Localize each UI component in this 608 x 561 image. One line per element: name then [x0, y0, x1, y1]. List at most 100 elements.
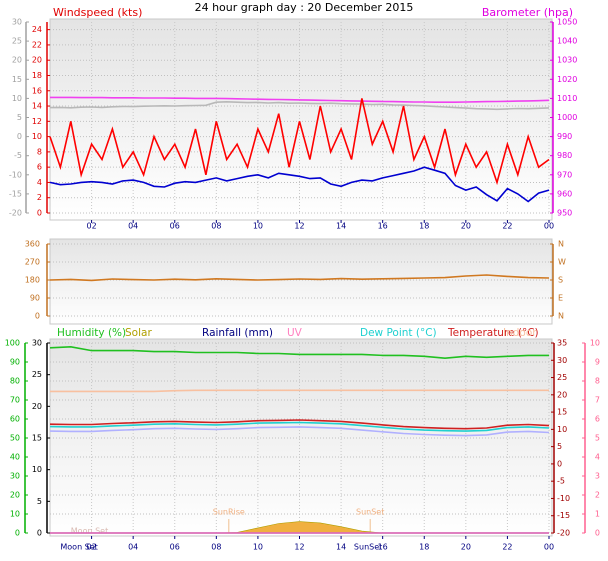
y-tick-label: 30: [557, 356, 567, 365]
legend-entry: Temperature (°C): [447, 327, 539, 339]
y-tick-label: 1030: [557, 56, 577, 65]
axis-title: Barometer (hpa): [482, 6, 573, 19]
y-tick-label: 5: [557, 442, 562, 451]
line: [50, 96, 550, 103]
x-tick-label: 06: [170, 222, 180, 231]
y-tick-label: 10: [32, 465, 42, 474]
y-tick-label: 4: [37, 178, 42, 187]
y-tick-label: -10: [9, 170, 22, 179]
y-tick-label: -20: [9, 209, 22, 218]
line: [49, 100, 550, 111]
line: [49, 274, 550, 282]
y-tick-label: 60: [10, 415, 20, 424]
axis-annotation: Moon Set: [60, 543, 97, 552]
x-tick-label: 08: [211, 222, 221, 231]
legend-entry: Rainfall (mm): [202, 327, 273, 339]
y-tick-label: 15: [557, 408, 567, 417]
y-tick-label: -5: [14, 151, 22, 160]
y-tick-label: 0: [17, 132, 22, 141]
line: [49, 345, 549, 360]
y-tick-label: -15: [9, 189, 22, 198]
annotation: Moon Set: [71, 527, 108, 536]
y-tick-label: 14: [32, 102, 42, 111]
y-tick-label: 5: [37, 497, 42, 506]
y-tick-label: 1040: [557, 37, 577, 46]
line: [49, 166, 550, 203]
y-tick-label: -20: [557, 529, 570, 538]
y-tick-label: 80: [10, 377, 20, 386]
y-tick-label: 9: [595, 358, 600, 367]
y-tick-label: 270: [25, 258, 40, 267]
y-tick-label: 10: [590, 339, 600, 348]
line: [50, 389, 549, 393]
y-tick-label: 2: [37, 193, 42, 202]
y-tick-label: 20: [557, 390, 567, 399]
y-tick-label: 90: [10, 358, 20, 367]
x-tick-label: 22: [502, 543, 512, 552]
x-tick-label: 04: [128, 222, 138, 231]
x-tick-label: 18: [419, 222, 429, 231]
axis-annotation: SunSet: [354, 543, 382, 552]
y-tick-label: 8: [595, 377, 600, 386]
x-tick-label: 16: [378, 222, 388, 231]
y-tick-label: 10: [10, 510, 20, 519]
y-tick-label: 1050: [557, 18, 577, 27]
x-tick-label: 18: [419, 543, 429, 552]
y-tick-label: 25: [12, 37, 22, 46]
y-tick-label: -10: [557, 494, 570, 503]
y-tick-label: 20: [32, 56, 42, 65]
line: [49, 421, 550, 432]
legend-entry: Humidity (%): [57, 327, 126, 339]
y-tick-label: 16: [32, 86, 42, 95]
y-tick-label: 20: [12, 56, 22, 65]
plot-background: [49, 18, 553, 221]
y-tick-label: 20: [10, 491, 20, 500]
y-tick-label: 10: [557, 425, 567, 434]
y-tick-label: 40: [10, 453, 20, 462]
y-tick-label: 10: [32, 132, 42, 141]
y-tick-label: 5: [17, 113, 22, 122]
y-tick-label: 990: [557, 132, 572, 141]
line: [49, 426, 550, 437]
x-tick-label: 20: [461, 222, 471, 231]
y-tick-label: E: [558, 294, 563, 303]
legend-entry: Indoor: [503, 327, 537, 339]
y-tick-label: 980: [557, 151, 572, 160]
y-tick-label: 30: [32, 339, 42, 348]
x-tick-label: 00: [544, 543, 554, 552]
axis-title: Windspeed (kts): [53, 6, 142, 19]
line: [49, 98, 550, 186]
legend-entry: Dew Point (°C): [360, 327, 437, 339]
x-tick-label: 02: [86, 543, 96, 552]
y-tick-label: 960: [557, 189, 572, 198]
plot-background: [49, 238, 553, 325]
y-tick-label: 1020: [557, 75, 577, 84]
x-tick-label: 00: [544, 222, 554, 231]
x-tick-label: 16: [378, 543, 388, 552]
y-tick-label: S: [558, 276, 563, 285]
x-tick-label: 12: [294, 543, 304, 552]
y-tick-label: N: [558, 240, 564, 249]
annotation: SunSet: [356, 508, 384, 517]
y-tick-label: 970: [557, 170, 572, 179]
y-tick-label: 25: [32, 370, 42, 379]
y-tick-label: 22: [32, 40, 42, 49]
y-tick-label: 1010: [557, 94, 577, 103]
x-tick-label: 10: [253, 222, 263, 231]
x-tick-label: 20: [461, 543, 471, 552]
y-tick-label: 24: [32, 25, 42, 34]
y-tick-label: 15: [32, 434, 42, 443]
x-tick-label: 22: [502, 222, 512, 231]
y-tick-label: 0: [37, 209, 42, 218]
x-tick-label: 14: [336, 222, 346, 231]
x-tick-label: 02: [86, 222, 96, 231]
y-tick-label: 35: [557, 339, 567, 348]
y-tick-label: 8: [37, 147, 42, 156]
y-tick-label: 0: [15, 529, 20, 538]
y-tick-label: N: [558, 312, 564, 321]
y-tick-label: 30: [10, 472, 20, 481]
chart-title: 24 hour graph day : 20 December 2015: [195, 1, 414, 14]
y-tick-label: 12: [32, 117, 42, 126]
y-tick-label: -15: [557, 511, 570, 520]
